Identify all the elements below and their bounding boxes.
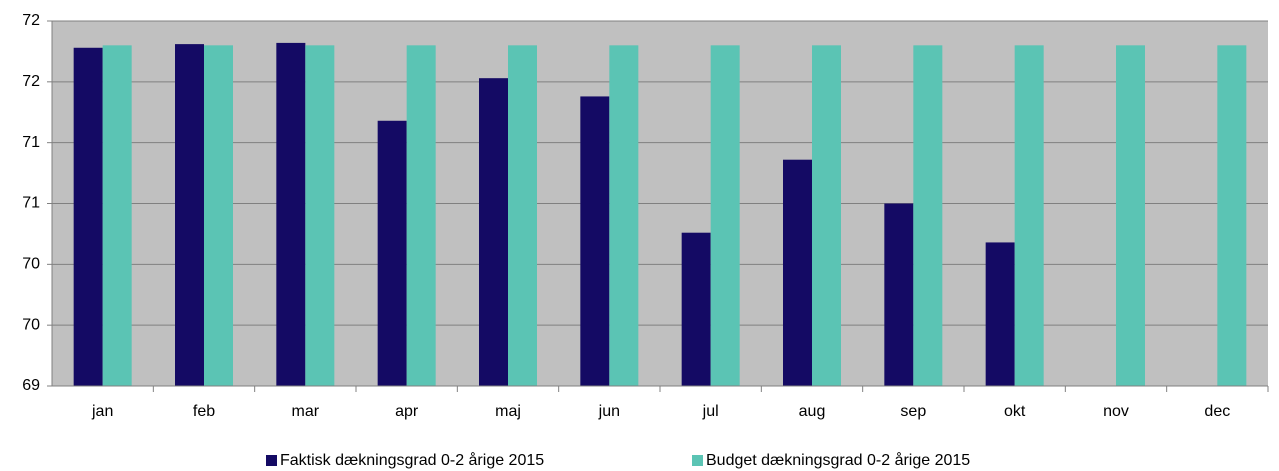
x-tick-label: aug <box>799 403 826 420</box>
y-tick-label: 69 <box>22 377 40 394</box>
legend-swatch <box>692 455 703 466</box>
bar <box>580 96 610 386</box>
x-tick-label: jun <box>598 403 620 420</box>
bar <box>913 45 943 386</box>
bar <box>406 45 436 386</box>
bar <box>508 45 537 386</box>
bar <box>73 47 103 387</box>
bar <box>479 78 508 386</box>
x-tick-label: mar <box>292 403 320 420</box>
bar <box>175 44 204 386</box>
y-tick-label: 71 <box>22 134 40 151</box>
bar <box>1116 45 1145 386</box>
bar <box>812 45 841 386</box>
bar <box>305 45 335 386</box>
x-tick-label: feb <box>193 403 215 420</box>
y-tick-label: 72 <box>22 12 40 29</box>
x-tick-label: jul <box>702 403 719 420</box>
y-tick-label: 72 <box>22 73 40 90</box>
legend-swatch <box>266 455 277 466</box>
legend-label: Budget dækningsgrad 0-2 årige 2015 <box>706 451 970 469</box>
y-tick-label: 70 <box>22 316 40 333</box>
bar <box>1014 45 1044 386</box>
bar <box>681 232 711 386</box>
bar <box>609 45 639 386</box>
bar <box>102 45 132 386</box>
x-tick-label: sep <box>900 403 926 420</box>
x-tick-label: jan <box>91 403 113 420</box>
x-tick-label: maj <box>495 403 521 420</box>
bar <box>710 45 740 386</box>
bar <box>985 242 1015 386</box>
bar <box>377 120 407 387</box>
y-tick-label: 70 <box>22 256 40 273</box>
y-tick-label: 71 <box>22 195 40 212</box>
bar <box>204 45 233 386</box>
legend-label: Faktisk dækningsgrad 0-2 årige 2015 <box>280 451 544 469</box>
x-tick-label: okt <box>1004 403 1026 420</box>
x-tick-label: apr <box>395 403 419 420</box>
x-tick-label: nov <box>1103 403 1129 420</box>
bar <box>276 42 306 387</box>
x-tick-label: dec <box>1204 403 1230 420</box>
bar <box>783 159 812 386</box>
bar <box>1217 45 1247 386</box>
bar <box>884 203 914 386</box>
